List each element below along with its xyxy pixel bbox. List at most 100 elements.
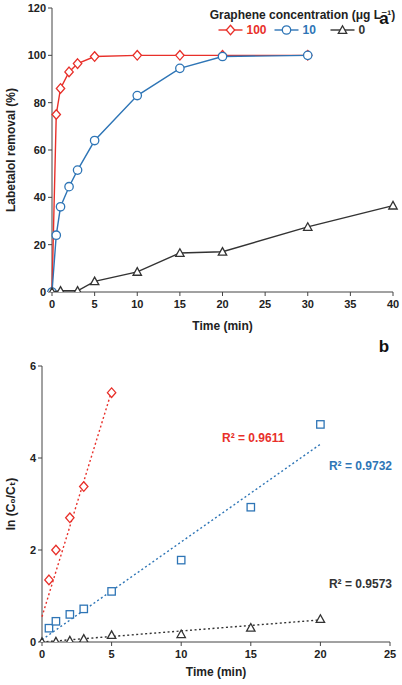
- annotation: R² = 0.9611: [222, 431, 285, 445]
- data-point: [247, 504, 254, 511]
- y-tick: [48, 197, 52, 198]
- data-point: [65, 67, 73, 77]
- data-point: [133, 268, 141, 276]
- y-tick-label: 80: [34, 97, 46, 109]
- data-point: [56, 84, 64, 94]
- x-tick: [52, 292, 53, 296]
- x-tick-label: 25: [384, 648, 396, 660]
- plot-area: [48, 51, 397, 292]
- series-line: [52, 55, 308, 292]
- y-tick-label: 6: [30, 360, 36, 372]
- y-tick: [48, 55, 52, 56]
- data-point: [176, 51, 184, 61]
- data-point: [90, 277, 98, 285]
- legend-marker: [282, 26, 290, 34]
- x-axis-title: Time (min): [192, 319, 252, 333]
- trend-line: [42, 391, 112, 616]
- plot-area: [38, 388, 325, 642]
- data-point: [73, 166, 81, 174]
- x-tick-label: 35: [344, 298, 356, 310]
- figure: 0510152025303540020406080100120Time (min…: [0, 0, 402, 685]
- data-point: [73, 59, 81, 69]
- x-tick-label: 15: [245, 648, 257, 660]
- x-tick: [393, 292, 394, 296]
- x-tick-label: 15: [174, 298, 186, 310]
- data-point: [66, 636, 74, 642]
- y-tick: [48, 102, 52, 103]
- x-tick: [94, 292, 95, 296]
- data-point: [90, 52, 98, 62]
- data-point: [316, 615, 324, 623]
- data-point: [90, 136, 98, 144]
- y-tick: [38, 550, 42, 551]
- panel: 0510152025303540020406080100120Time (min…: [4, 2, 399, 333]
- x-tick: [250, 642, 251, 646]
- y-tick: [38, 366, 42, 367]
- data-point: [133, 51, 141, 61]
- y-tick-label: 120: [28, 2, 46, 14]
- x-tick: [222, 292, 223, 296]
- data-point: [80, 635, 88, 642]
- panel: 05101520250246Time (min)ln (C₀/Cₜ)bR² = …: [4, 337, 396, 679]
- data-point: [52, 618, 59, 625]
- data-point: [317, 421, 324, 428]
- y-tick-label: 20: [34, 239, 46, 251]
- data-point: [52, 110, 60, 120]
- y-tick: [48, 150, 52, 151]
- series-line: [52, 206, 393, 292]
- data-point: [80, 605, 87, 612]
- x-tick: [111, 642, 112, 646]
- trend-line: [42, 444, 320, 640]
- data-point: [52, 637, 60, 642]
- panel-label: b: [379, 337, 389, 356]
- data-point: [65, 182, 73, 190]
- x-tick-label: 10: [175, 648, 187, 660]
- y-tick: [38, 458, 42, 459]
- y-tick-label: 100: [28, 49, 46, 61]
- x-tick-label: 20: [314, 648, 326, 660]
- data-point: [304, 223, 312, 231]
- data-point: [108, 588, 115, 595]
- x-axis-title: Time (min): [186, 665, 246, 679]
- data-point: [133, 91, 141, 99]
- data-point: [176, 249, 184, 257]
- data-point: [52, 231, 60, 239]
- data-point: [218, 52, 226, 60]
- annotation: R² = 0.9732: [329, 459, 392, 473]
- x-tick: [137, 292, 138, 296]
- legend-marker: [338, 26, 346, 34]
- data-point: [66, 611, 73, 618]
- legend-label: 0: [359, 23, 366, 37]
- data-point: [247, 624, 255, 632]
- data-point: [107, 388, 115, 398]
- x-tick: [265, 292, 266, 296]
- x-tick-label: 5: [92, 298, 98, 310]
- data-point: [218, 51, 226, 61]
- x-tick-label: 5: [109, 648, 115, 660]
- series-line: [52, 55, 308, 292]
- data-point: [48, 288, 56, 292]
- x-tick-label: 30: [302, 298, 314, 310]
- x-tick: [179, 292, 180, 296]
- trend-line: [42, 620, 320, 642]
- data-point: [52, 545, 60, 555]
- data-point: [45, 575, 53, 585]
- y-tick-label: 60: [34, 144, 46, 156]
- x-axis: [42, 642, 390, 643]
- y-tick-label: 4: [30, 452, 37, 464]
- data-point: [304, 51, 312, 61]
- y-axis-title: ln (C₀/Cₜ): [4, 478, 18, 531]
- y-tick: [48, 8, 52, 9]
- data-point: [56, 287, 64, 292]
- data-point: [66, 513, 74, 523]
- legend-marker: [226, 25, 234, 35]
- y-axis-title: Labetalol removal (%): [4, 88, 18, 212]
- legend-title: Graphene concentration (μg L⁻¹): [210, 8, 396, 22]
- data-point: [45, 625, 52, 632]
- data-point: [80, 482, 88, 492]
- x-tick-label: 0: [39, 648, 45, 660]
- data-point: [177, 630, 185, 638]
- data-point: [73, 287, 81, 292]
- x-tick-label: 25: [259, 298, 271, 310]
- x-tick-label: 20: [216, 298, 228, 310]
